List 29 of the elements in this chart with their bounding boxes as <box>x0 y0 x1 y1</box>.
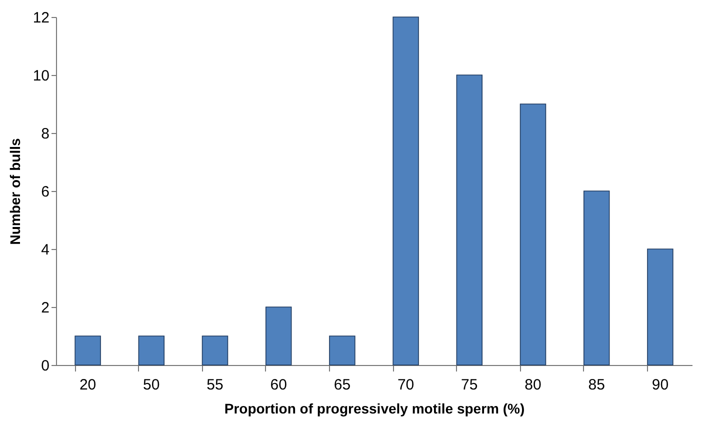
x-tick-label: 85 <box>588 376 605 394</box>
x-tick-label: 90 <box>652 376 669 394</box>
x-tick-label: 65 <box>334 376 351 394</box>
bar <box>74 336 101 366</box>
bar <box>202 336 228 366</box>
x-tick-label: 70 <box>397 376 414 394</box>
y-tick-label: 10 <box>32 68 50 84</box>
bar <box>647 248 674 366</box>
bar <box>329 336 356 366</box>
bar <box>520 104 546 366</box>
y-tick-label: 6 <box>41 184 50 200</box>
y-tick-label: 12 <box>32 10 50 26</box>
x-tick-label: 60 <box>270 376 287 394</box>
bar <box>392 16 419 366</box>
y-tick-label: 4 <box>41 242 50 258</box>
x-tick-label: 80 <box>524 376 542 394</box>
bar <box>265 306 292 366</box>
bar <box>456 74 483 366</box>
y-axis-title: Number of bulls <box>6 138 23 245</box>
x-tick-label: 50 <box>143 376 160 394</box>
bar <box>583 190 610 366</box>
bar <box>138 336 165 366</box>
y-tick-label: 8 <box>41 126 50 142</box>
x-tick-label: 75 <box>461 376 478 394</box>
x-tick-label: 20 <box>79 376 96 394</box>
y-tick-label: 2 <box>41 300 50 316</box>
x-tick-label: 55 <box>206 376 224 394</box>
x-axis-title: Proportion of progressively motile sperm (%) <box>224 400 525 416</box>
y-tick-label: 0 <box>41 358 50 374</box>
